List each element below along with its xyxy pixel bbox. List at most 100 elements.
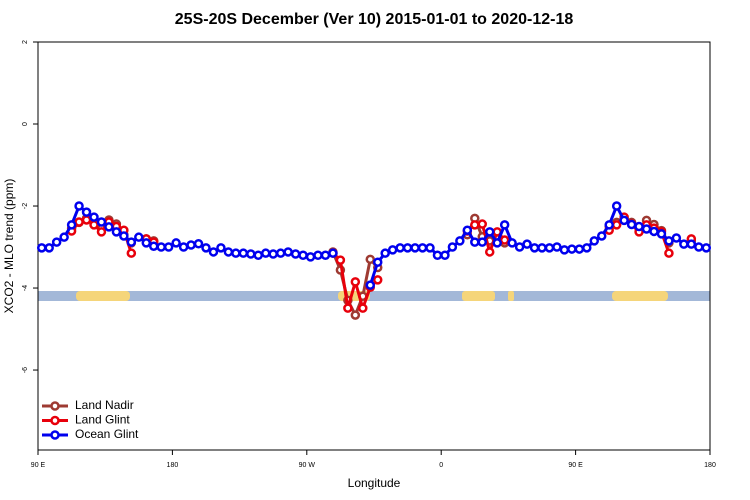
data-point (432, 250, 443, 260)
data-point (260, 248, 271, 258)
data-point (96, 227, 107, 237)
data-point (44, 243, 54, 253)
data-point (567, 244, 577, 254)
data-point (358, 303, 368, 313)
data-point (59, 232, 69, 242)
y-tick-label: -4 (22, 285, 29, 291)
data-point (350, 277, 361, 287)
x-tick-label: 90 E (31, 462, 46, 469)
y-tick-label: -6 (22, 367, 29, 373)
data-point (328, 248, 338, 258)
land-patch (76, 291, 130, 301)
data-point (679, 239, 689, 249)
data-point (537, 243, 547, 253)
data-point (246, 249, 256, 259)
data-point (641, 224, 652, 234)
data-point (171, 238, 181, 248)
data-point (51, 237, 62, 247)
y-tick-label: -2 (22, 203, 29, 209)
data-point (694, 242, 704, 252)
data-point (380, 248, 390, 258)
x-tick-label: 90 E (568, 462, 583, 469)
land-patch (508, 291, 514, 301)
data-point (425, 243, 435, 253)
data-point (96, 217, 107, 227)
data-point (544, 243, 555, 253)
land-patch (612, 291, 668, 301)
data-point (126, 237, 137, 247)
data-point (365, 254, 376, 265)
data-point (81, 215, 92, 225)
data-point (477, 219, 488, 229)
data-point (290, 249, 301, 259)
data-point (656, 229, 667, 239)
data-point (186, 240, 196, 250)
data-point (141, 238, 152, 248)
data-point (74, 217, 84, 227)
data-point (447, 242, 458, 252)
data-point (365, 280, 376, 290)
data-point (275, 248, 286, 258)
data-point (529, 243, 540, 253)
data-point (148, 241, 159, 251)
data-point (74, 201, 84, 211)
data-point (119, 231, 129, 241)
data-point (649, 226, 659, 237)
data-point (701, 243, 712, 253)
legend-marker (50, 401, 60, 411)
data-point (417, 243, 428, 253)
data-point (305, 252, 316, 262)
data-point (395, 243, 405, 253)
data-point (216, 243, 226, 253)
data-point (126, 248, 137, 258)
data-point (298, 250, 308, 260)
legend-label: Land Glint (75, 413, 130, 427)
x-tick-label: 0 (439, 462, 443, 469)
data-point (208, 247, 219, 257)
data-point (89, 220, 99, 230)
data-point (111, 227, 122, 237)
data-point (499, 220, 510, 230)
data-point (335, 255, 346, 265)
y-axis-label: XCO2 - MLO trend (ppm) (2, 179, 16, 314)
data-point (283, 247, 293, 257)
land-ocean-strip (38, 291, 710, 301)
data-point (81, 207, 92, 217)
data-point (589, 236, 600, 246)
x-axis-label: Longitude (348, 476, 401, 490)
data-point (611, 201, 622, 211)
data-point (484, 227, 495, 237)
data-point (223, 247, 234, 257)
data-point (350, 310, 361, 320)
data-point (156, 242, 166, 252)
legend-label: Ocean Glint (75, 427, 139, 441)
chart-title: 25S-20S December (Ver 10) 2015-01-01 to … (175, 11, 574, 28)
data-point (514, 242, 525, 252)
data-point (559, 245, 570, 255)
data-point (477, 237, 488, 247)
data-point (313, 250, 323, 260)
data-point (372, 257, 383, 267)
data-point (611, 220, 622, 230)
data-point (320, 250, 331, 260)
data-point (89, 212, 99, 222)
data-point (36, 243, 47, 253)
data-point (626, 219, 637, 230)
x-tick-label: 180 (704, 462, 716, 469)
data-point (231, 248, 241, 258)
data-point (238, 248, 249, 258)
data-point (372, 275, 383, 285)
x-tick-label: 180 (167, 462, 179, 469)
data-point (604, 220, 614, 230)
data-point (582, 243, 592, 253)
data-point (470, 237, 480, 247)
legend-label: Land Nadir (75, 398, 134, 412)
data-point (178, 242, 189, 252)
data-point (462, 225, 473, 235)
data-point (193, 238, 204, 249)
data-point (455, 236, 465, 246)
legend-marker (50, 430, 60, 440)
data-point (410, 243, 420, 253)
ocean-strip (38, 291, 710, 301)
